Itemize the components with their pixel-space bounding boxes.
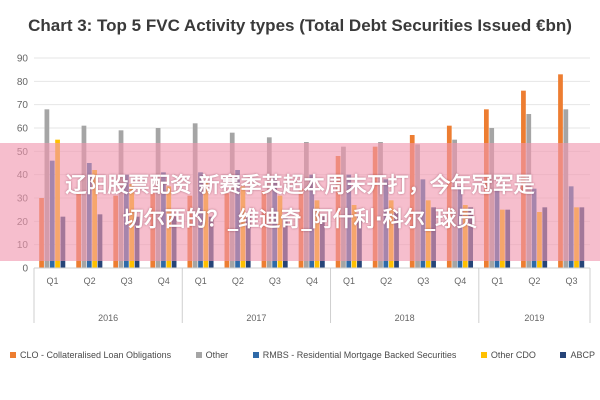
- legend-item: CLO - Collateralised Loan Obligations: [10, 350, 171, 360]
- legend-swatch: [195, 352, 202, 358]
- x-tick-label: Q2: [380, 276, 392, 286]
- x-tick-label: Q3: [565, 276, 577, 286]
- banner-text-line-2: 切尔西的？_维迪奇_阿什利·科尔_球员: [122, 207, 478, 231]
- y-tick-label: 70: [17, 100, 29, 111]
- legend-item: Other CDO: [480, 350, 536, 360]
- legend-swatch: [252, 352, 259, 358]
- chart-title: Chart 3: Top 5 FVC Activity types (Total…: [28, 16, 572, 35]
- y-tick-label: 90: [17, 54, 29, 65]
- year-label: 2017: [246, 313, 266, 323]
- y-tick-label: 0: [22, 264, 28, 275]
- legend-label: CLO - Collateralised Loan Obligations: [20, 350, 172, 360]
- legend-item: Other: [195, 350, 229, 360]
- legend-label: Other CDO: [490, 350, 536, 360]
- y-tick-label: 60: [17, 124, 29, 135]
- legend-item: RMBS - Residential Mortgage Backed Secur…: [252, 350, 457, 360]
- x-tick-label: Q3: [269, 276, 281, 286]
- legend-label: Other: [205, 350, 229, 360]
- x-tick-label: Q1: [491, 276, 503, 286]
- legend-swatch: [10, 352, 16, 358]
- year-label: 2019: [524, 313, 544, 323]
- year-label: 2016: [98, 313, 118, 323]
- x-tick-label: Q4: [306, 276, 318, 286]
- x-tick-label: Q1: [47, 276, 59, 286]
- x-tick-label: Q2: [232, 276, 244, 286]
- y-tick-label: 80: [17, 77, 29, 88]
- legend-swatch: [560, 352, 567, 358]
- legend-label: ABCP: [570, 350, 595, 360]
- overlay-banner: 辽阳股票配资 新赛季英超本周末开打，今年冠军是 切尔西的？_维迪奇_阿什利·科尔…: [0, 143, 600, 261]
- x-tick-label: Q3: [417, 276, 429, 286]
- x-tick-label: Q4: [158, 276, 170, 286]
- x-tick-label: Q2: [84, 276, 96, 286]
- legend-swatch: [480, 352, 487, 358]
- x-tick-label: Q3: [121, 276, 133, 286]
- banner-text-line-1: 辽阳股票配资 新赛季英超本周末开打，今年冠军是: [65, 173, 535, 197]
- x-tick-label: Q1: [343, 276, 355, 286]
- legend-item: ABCP: [560, 350, 595, 360]
- year-label: 2018: [395, 313, 415, 323]
- x-tick-label: Q1: [195, 276, 207, 286]
- x-tick-label: Q2: [528, 276, 540, 286]
- legend-label: RMBS - Residential Mortgage Backed Secur…: [262, 350, 457, 360]
- chart-legend: CLO - Collateralised Loan Obligations Oth…: [10, 350, 595, 360]
- x-tick-label: Q4: [454, 276, 466, 286]
